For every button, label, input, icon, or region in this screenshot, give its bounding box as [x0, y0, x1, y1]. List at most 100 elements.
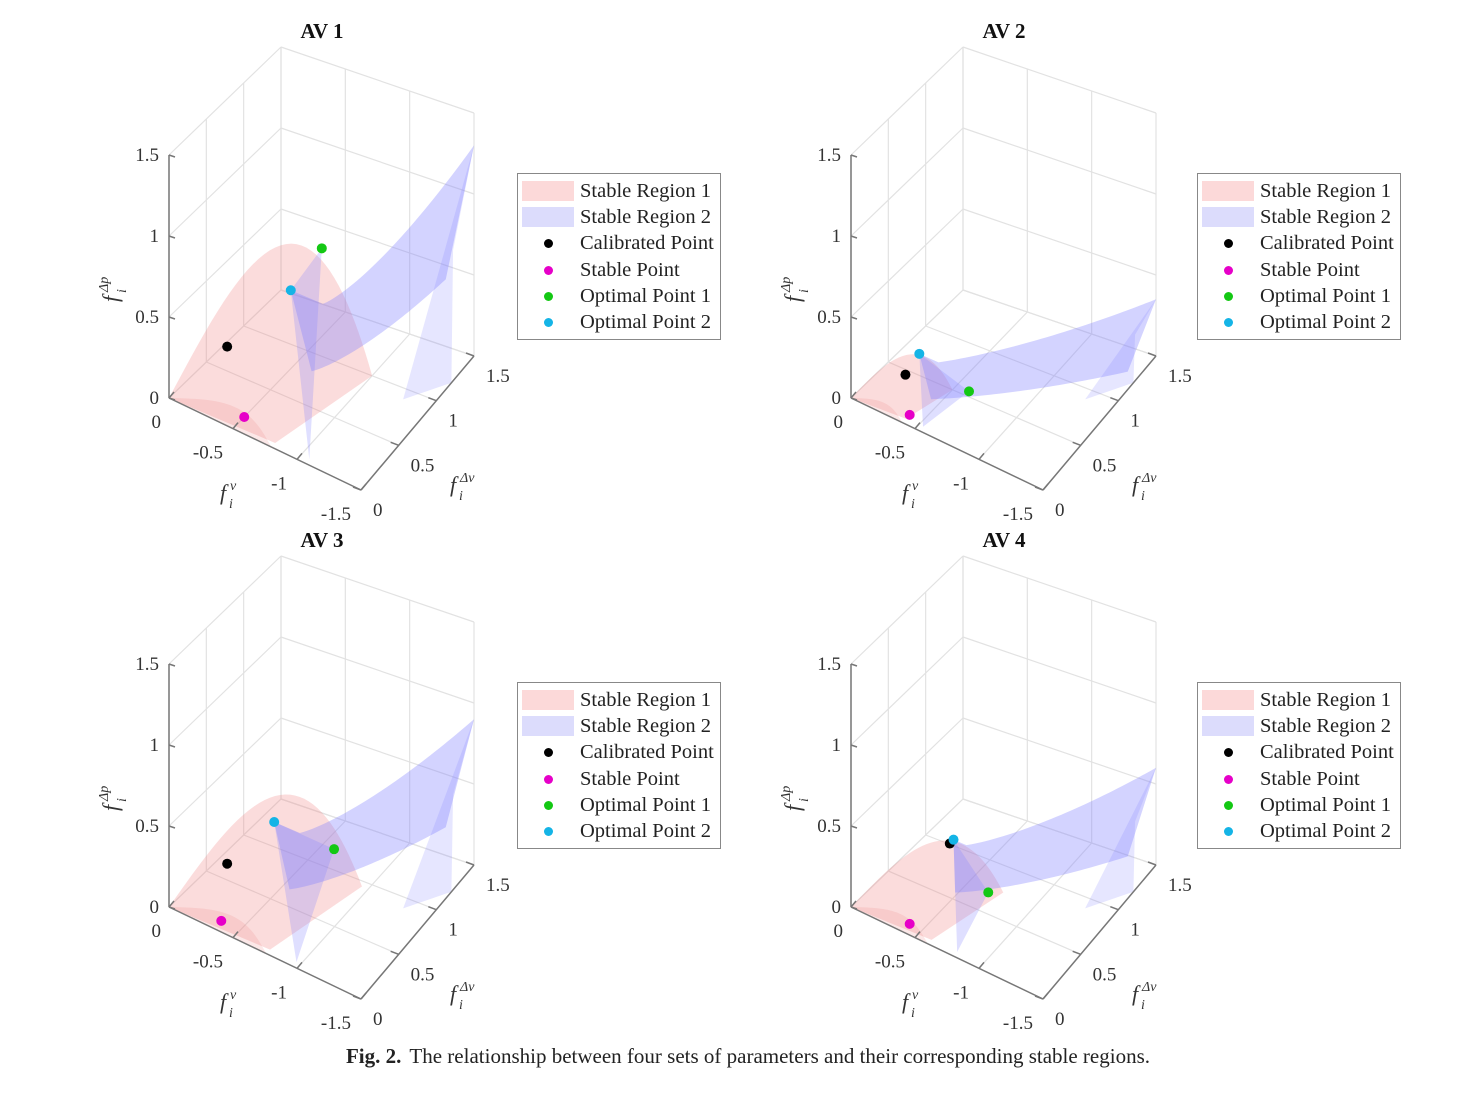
axis-label-base: f — [450, 472, 459, 497]
z-tick — [168, 825, 176, 829]
legend-item: Stable Region 1 — [1202, 178, 1394, 204]
x-axis — [850, 397, 1044, 491]
wall-gridline — [280, 717, 475, 785]
y-tick-label: 1.5 — [486, 366, 510, 387]
legend-marker — [543, 291, 553, 301]
legend-label: Stable Point — [580, 258, 680, 281]
x-tick — [850, 900, 857, 908]
figure-caption: Fig. 2. The relationship between four set… — [0, 1044, 1470, 1069]
legend-item: Stable Region 2 — [1202, 713, 1394, 739]
legend-label: Stable Region 1 — [580, 688, 711, 711]
legend-marker — [543, 265, 553, 275]
caption-text: The relationship between four sets of pa… — [409, 1044, 1150, 1068]
z-tick — [168, 906, 176, 910]
legend-item: Stable Region 2 — [1202, 204, 1394, 230]
legend-label: Optimal Point 1 — [580, 793, 711, 816]
legend-item: Stable Region 2 — [522, 713, 714, 739]
legend-label: Calibrated Point — [580, 741, 714, 764]
y-tick — [465, 861, 475, 866]
z-tick-label: 0.5 — [135, 816, 159, 837]
legend-label: Stable Point — [1260, 767, 1360, 790]
y-tick-label: 1 — [1130, 920, 1140, 941]
legend-marker-box — [522, 774, 574, 784]
wall-gridline — [280, 636, 475, 704]
legend-item: Stable Region 1 — [522, 178, 714, 204]
legend-marker — [1223, 748, 1233, 758]
legend-swatch — [1202, 716, 1254, 737]
y-axis — [360, 864, 475, 1000]
legend-swatch — [522, 690, 574, 711]
y-tick-label: 0.5 — [411, 964, 435, 985]
y-tick — [1034, 486, 1044, 491]
y-tick-label: 0 — [373, 1009, 383, 1030]
x-tick-label: -0.5 — [875, 952, 905, 973]
stable-region-2-spike — [919, 353, 970, 427]
legend-item: Stable Region 2 — [522, 204, 714, 230]
z-tick — [850, 825, 858, 829]
z-tick-label: 0.5 — [817, 307, 841, 328]
legend-item: Optimal Point 2 — [522, 818, 714, 844]
stable-point-marker — [904, 918, 915, 929]
z-tick — [850, 154, 858, 158]
axis-label-sub: i — [1141, 489, 1145, 504]
axis-label-sup: Δv — [1141, 980, 1157, 995]
x-tick-label: -0.5 — [875, 443, 905, 464]
legend-av3: Stable Region 1 Stable Region 2 Calibrated… — [517, 682, 721, 849]
legend-marker — [1223, 827, 1233, 837]
z-tick — [168, 154, 176, 158]
x-axis-label: f iv — [220, 988, 237, 1021]
y-tick — [428, 396, 437, 402]
legend-av2: Stable Region 1 Stable Region 2 Calibrated… — [1197, 173, 1401, 340]
floor-gridline — [243, 325, 437, 402]
axis-label-sup: v — [912, 479, 919, 494]
legend-label: Stable Region 1 — [580, 179, 711, 202]
y-axis — [360, 355, 475, 491]
axis-label-sup: v — [230, 988, 237, 1003]
z-tick-label: 0.5 — [817, 816, 841, 837]
stable-region-2-spike — [290, 248, 322, 460]
legend-swatch — [522, 181, 574, 202]
y-tick — [465, 352, 475, 357]
floor-gridline — [925, 834, 1119, 911]
stable-region-2-curtain — [403, 719, 474, 909]
x-tick-label: 0 — [152, 412, 162, 433]
legend-label: Optimal Point 2 — [1260, 311, 1391, 334]
y-tick-label: 0 — [1055, 500, 1065, 521]
panel-title: AV 2 — [983, 19, 1026, 43]
z-tick — [850, 744, 858, 748]
z-tick-label: 0 — [832, 388, 842, 409]
legend-item: Calibrated Point — [522, 231, 714, 257]
legend-marker — [543, 827, 553, 837]
legend-item: Stable Point — [1202, 766, 1394, 792]
legend-label: Stable Region 1 — [1260, 179, 1391, 202]
floor-gridline — [914, 311, 1028, 430]
y-tick — [352, 486, 362, 491]
wall-gridline — [280, 798, 475, 866]
axis-label-base: f — [902, 480, 911, 505]
wall-gridline — [962, 798, 1157, 866]
legend-item: Calibrated Point — [522, 740, 714, 766]
z-tick-label: 1.5 — [135, 145, 159, 166]
x-tick-label: 0 — [834, 412, 844, 433]
stable-region-2-curtain — [1085, 299, 1156, 400]
legend-marker-box — [522, 239, 574, 249]
legend-marker — [543, 318, 553, 328]
y-tick-label: 1.5 — [1168, 366, 1192, 387]
y-tick — [390, 441, 399, 447]
y-tick — [1072, 441, 1081, 447]
y-tick-label: 1 — [448, 411, 458, 432]
legend-marker-box — [1202, 318, 1254, 328]
y-tick-label: 1.5 — [486, 875, 510, 896]
legend-marker-box — [1202, 291, 1254, 301]
legend-label: Stable Region 2 — [580, 714, 711, 737]
legend-label: Optimal Point 1 — [580, 284, 711, 307]
stable-region-2-surface — [290, 145, 474, 372]
axis-label-sub: i — [911, 1006, 915, 1021]
legend-marker — [1223, 318, 1233, 328]
axis-label-base: f — [98, 802, 123, 811]
axis-label-sup: Δp — [97, 277, 112, 293]
stable-point-marker — [216, 915, 227, 926]
legend-av4: Stable Region 1 Stable Region 2 Calibrated… — [1197, 682, 1401, 849]
